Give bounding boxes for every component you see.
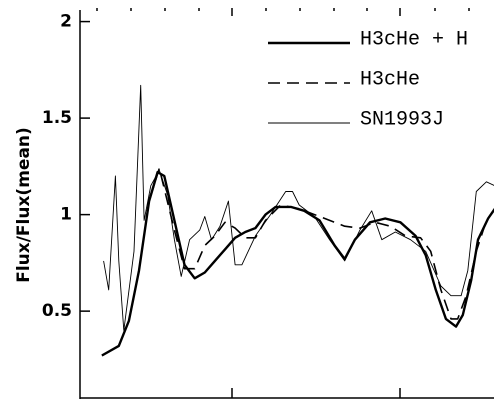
series-line: [101, 167, 494, 357]
frame: [79, 8, 494, 399]
series-line: [103, 84, 494, 331]
legend-label: H3cHe + H: [360, 28, 468, 51]
y-tick-label: 1.5: [42, 108, 72, 128]
y-axis-label: Flux/Flux(mean): [14, 127, 34, 283]
plot-area: [101, 84, 494, 357]
legend-label: H3cHe: [360, 68, 420, 91]
y-tick-label: 0.5: [42, 301, 72, 321]
legend-label: SN1993J: [360, 108, 444, 131]
y-tick-label: 2: [60, 12, 72, 32]
series-line: [101, 170, 494, 357]
y-tick-label: 1: [60, 205, 72, 225]
